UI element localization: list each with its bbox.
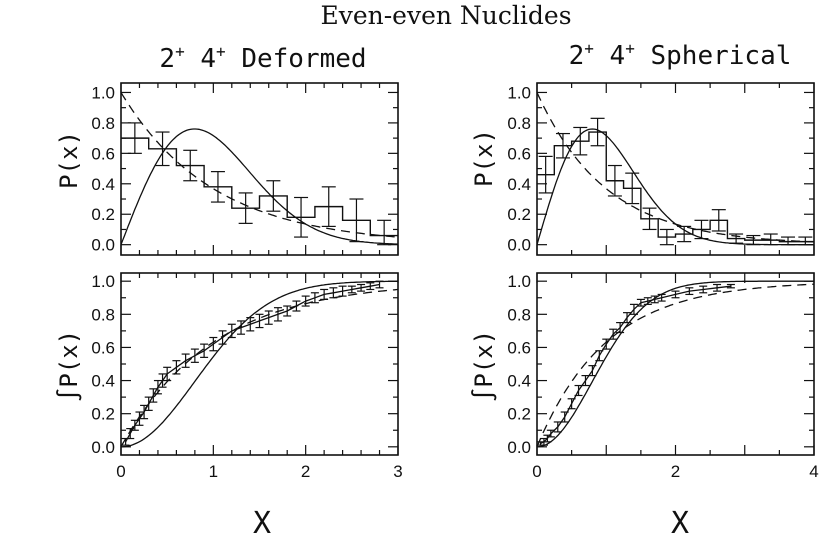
- xlabel-spherical: X: [671, 506, 689, 537]
- plot-frame: [536, 82, 815, 256]
- ylabel-deformed-pdf: P(x): [55, 131, 83, 189]
- panel-title-deformed: 2+ 4+ Deformed: [159, 42, 366, 74]
- y-tick-label: 0.6: [91, 338, 115, 357]
- title-spherical-mid: 4: [594, 41, 625, 71]
- histogram: [537, 131, 814, 243]
- y-tick-label: 0.2: [507, 205, 531, 224]
- y-tick-label: 0.6: [507, 338, 531, 357]
- empirical-cdf: [540, 285, 731, 445]
- ylabel-deformed-cdf: ∫P(x): [55, 330, 83, 402]
- y-tick-label: 0.8: [507, 305, 531, 324]
- title-spherical-sup2: +: [625, 39, 635, 58]
- y-tick-label: 0.6: [91, 144, 115, 163]
- title-deformed-sup1: +: [175, 42, 185, 61]
- y-tick-label: 0.0: [507, 438, 531, 457]
- panel-spherical-pdf: 0.0 0.2 0.4 0.6 0.8 1.0: [507, 82, 815, 256]
- y-tick-label: 0.6: [507, 144, 531, 163]
- histogram: [121, 137, 398, 237]
- y-tick-label: 1.0: [91, 83, 115, 102]
- y-tick-label: 1.0: [91, 272, 115, 291]
- poisson-curve: [120, 92, 399, 238]
- poisson-curve: [536, 283, 815, 448]
- wigner-curve: [121, 280, 398, 448]
- y-tick-label: 1.0: [507, 272, 531, 291]
- y-tick-label: 0.0: [507, 236, 531, 255]
- y-tick-label: 0.4: [91, 175, 115, 194]
- poisson-curve: [536, 92, 815, 243]
- y-tick-label: 0.0: [91, 438, 115, 457]
- title-deformed-base: 2: [159, 44, 175, 74]
- y-tick-label: 0.4: [507, 372, 531, 391]
- y-tick-label: 0.2: [507, 405, 531, 424]
- ylabel-spherical-cdf: ∫P(x): [470, 330, 498, 402]
- x-tick-label: 3: [393, 462, 402, 481]
- plot-frame: [120, 272, 399, 456]
- wigner-curve: [120, 128, 399, 245]
- y-tick-label: 0.0: [91, 236, 115, 255]
- ylabel-spherical-pdf: P(x): [470, 129, 498, 187]
- title-deformed-sup2: +: [216, 42, 226, 61]
- poisson-curve: [120, 288, 399, 448]
- plot-frame: [536, 272, 815, 456]
- x-tick-label: 4: [809, 462, 818, 481]
- xlabel-deformed: X: [253, 506, 271, 537]
- panel-title-spherical: 2+ 4+ Spherical: [569, 39, 792, 71]
- x-tick-label: 0: [532, 462, 541, 481]
- y-tick-label: 0.8: [507, 114, 531, 133]
- panel-deformed-pdf: 0.0 0.2 0.4 0.6 0.8 1.0: [91, 82, 399, 256]
- title-deformed-mid: 4: [185, 44, 216, 74]
- x-tick-label: 2: [671, 462, 680, 481]
- y-tick-label: 0.8: [91, 114, 115, 133]
- x-tick-label: 2: [301, 462, 310, 481]
- empirical-cdf: [125, 283, 380, 443]
- y-tick-label: 0.4: [91, 372, 115, 391]
- panel-spherical-cdf: 0.0 0.2 0.4 0.6 0.8 1.0 0 2 4: [507, 272, 818, 481]
- x-tick-label: 1: [209, 462, 218, 481]
- wigner-curve: [536, 128, 814, 246]
- y-tick-label: 0.4: [507, 175, 531, 194]
- title-spherical-sup1: +: [584, 39, 594, 58]
- wigner-curve: [536, 280, 814, 448]
- x-tick-label: 0: [116, 462, 125, 481]
- title-spherical-tail: Spherical: [635, 41, 792, 71]
- y-tick-label: 0.8: [91, 305, 115, 324]
- y-tick-label: 1.0: [507, 83, 531, 102]
- y-tick-label: 0.2: [91, 405, 115, 424]
- title-deformed-tail: Deformed: [226, 44, 367, 74]
- title-spherical-base: 2: [569, 41, 585, 71]
- figure-title: Even-even Nuclides: [320, 1, 571, 30]
- panel-deformed-cdf: 0.0 0.2 0.4 0.6 0.8 1.0 0 1 2 3: [91, 272, 402, 481]
- y-tick-label: 0.2: [91, 205, 115, 224]
